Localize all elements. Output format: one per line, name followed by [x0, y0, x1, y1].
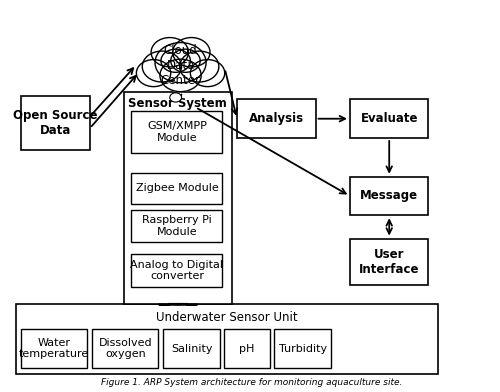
- Polygon shape: [158, 304, 198, 305]
- FancyBboxPatch shape: [21, 329, 87, 368]
- Text: Analog to Digital
converter: Analog to Digital converter: [130, 260, 224, 281]
- Circle shape: [170, 49, 200, 73]
- FancyBboxPatch shape: [92, 329, 158, 368]
- Text: pH: pH: [240, 344, 255, 354]
- Text: Open Source
Data: Open Source Data: [13, 109, 98, 136]
- Text: Evaluate: Evaluate: [360, 112, 418, 125]
- Text: Sensor System: Sensor System: [128, 98, 227, 111]
- FancyBboxPatch shape: [237, 100, 316, 138]
- FancyBboxPatch shape: [164, 329, 220, 368]
- Circle shape: [155, 43, 206, 83]
- FancyBboxPatch shape: [132, 254, 222, 287]
- FancyBboxPatch shape: [350, 238, 428, 285]
- Text: Figure 1. ARP System architecture for monitoring aquaculture site.: Figure 1. ARP System architecture for mo…: [101, 378, 402, 387]
- Circle shape: [136, 60, 170, 87]
- Text: Salinity: Salinity: [171, 344, 212, 354]
- Text: Cloud
Data
Center: Cloud Data Center: [160, 44, 200, 87]
- Circle shape: [160, 59, 201, 92]
- Circle shape: [161, 49, 190, 73]
- FancyBboxPatch shape: [350, 177, 428, 215]
- Text: Underwater Sensor Unit: Underwater Sensor Unit: [156, 311, 298, 324]
- Text: User
Interface: User Interface: [359, 248, 420, 276]
- Circle shape: [180, 51, 219, 82]
- Circle shape: [170, 93, 181, 102]
- Text: Raspberry Pi
Module: Raspberry Pi Module: [142, 215, 212, 237]
- Text: Turbidity: Turbidity: [278, 344, 326, 354]
- FancyBboxPatch shape: [132, 173, 222, 204]
- Text: GSM/XMPP
Module: GSM/XMPP Module: [147, 122, 207, 143]
- FancyBboxPatch shape: [124, 92, 232, 304]
- Circle shape: [151, 38, 188, 67]
- Circle shape: [190, 60, 224, 87]
- Text: Message: Message: [360, 189, 418, 203]
- FancyBboxPatch shape: [21, 96, 89, 150]
- FancyBboxPatch shape: [132, 210, 222, 242]
- FancyBboxPatch shape: [224, 329, 270, 368]
- Circle shape: [172, 38, 210, 67]
- FancyBboxPatch shape: [16, 304, 438, 374]
- FancyBboxPatch shape: [350, 100, 428, 138]
- FancyBboxPatch shape: [274, 329, 331, 368]
- FancyBboxPatch shape: [132, 111, 222, 154]
- Text: Water
temperature: Water temperature: [19, 338, 90, 359]
- Text: ꝏ: ꝏ: [170, 94, 180, 104]
- Text: Analysis: Analysis: [248, 112, 304, 125]
- Circle shape: [142, 51, 182, 82]
- Text: Dissolved
oxygen: Dissolved oxygen: [98, 338, 152, 359]
- Text: Zigbee Module: Zigbee Module: [136, 183, 218, 193]
